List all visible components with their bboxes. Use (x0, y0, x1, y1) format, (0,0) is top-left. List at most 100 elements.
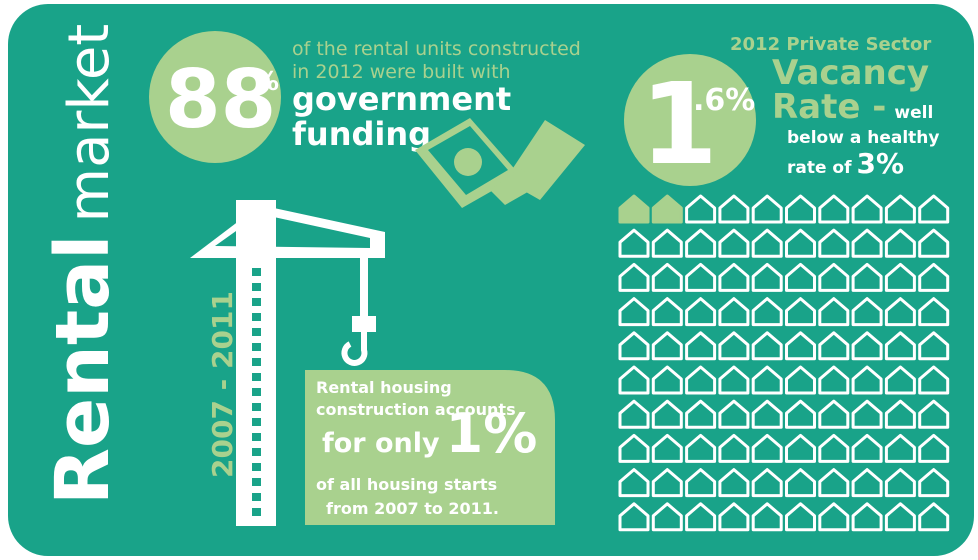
house-icon (685, 331, 717, 361)
house-icon (751, 399, 783, 429)
ladder-step (252, 283, 261, 291)
house-icon (751, 228, 783, 258)
house-icon (785, 468, 816, 498)
house-icon (918, 228, 950, 258)
period-label: 2007 - 2011 (206, 291, 239, 478)
house-icon (918, 502, 950, 532)
box-line: Rental housing (316, 378, 452, 397)
house-icon (851, 228, 883, 258)
ladder-step (252, 508, 261, 516)
house-icon (618, 365, 650, 395)
house-icon (651, 262, 683, 292)
house-icon (685, 297, 717, 327)
house-icon (751, 194, 783, 224)
house-icon (718, 365, 750, 395)
house-icon (918, 297, 950, 327)
box-share: 1% (446, 402, 538, 465)
house-icon (884, 433, 916, 463)
money-icon (415, 118, 585, 208)
house-icon (651, 399, 683, 429)
funding-emphasis: government (292, 80, 511, 118)
house-icon (751, 331, 783, 361)
vacancy-note: rate of (787, 158, 852, 178)
house-icon (884, 262, 916, 292)
house-icon (818, 399, 850, 429)
house-icon (618, 433, 650, 463)
house-icon (884, 399, 916, 429)
ladder-step (252, 313, 261, 321)
house-icon (685, 365, 717, 395)
box-line: construction accounts (316, 400, 516, 419)
ladder-step (252, 403, 261, 411)
stat-decimal: .6% (693, 83, 755, 118)
house-icon (718, 468, 750, 498)
house-icon (918, 399, 950, 429)
house-icon (718, 194, 750, 224)
house-icon (851, 433, 883, 463)
ladder-step (252, 388, 261, 396)
house-icon (618, 399, 650, 429)
house-icon (751, 502, 783, 532)
house-icon (618, 502, 650, 532)
stat-number: 88 (165, 53, 276, 146)
house-icon (651, 194, 683, 224)
house-icon (851, 194, 883, 224)
house-icon (751, 468, 783, 498)
side-title-light: market (57, 24, 122, 223)
house-icon (718, 297, 750, 327)
ladder-step (252, 268, 261, 276)
house-icon (651, 365, 683, 395)
house-icon (918, 433, 950, 463)
house-icon (685, 194, 717, 224)
house-icon (651, 297, 683, 327)
ladder-step (252, 463, 261, 471)
house-icon (785, 433, 816, 463)
house-icon (685, 468, 717, 498)
house-icon (718, 331, 750, 361)
house-icon (785, 502, 816, 532)
vacancy-note-row: rate of 3% (787, 147, 904, 180)
house-icon (851, 262, 883, 292)
house-icon (818, 502, 850, 532)
house-icon (818, 433, 850, 463)
house-icon (785, 331, 816, 361)
stat-number: 1 (640, 60, 718, 190)
house-icon (884, 194, 916, 224)
box-line: of all housing starts (316, 475, 497, 494)
house-icon (818, 262, 850, 292)
house-icon (685, 502, 717, 532)
house-icon (785, 365, 816, 395)
ladder-step (252, 373, 261, 381)
house-icon (884, 297, 916, 327)
house-icon (884, 331, 916, 361)
house-icon (785, 194, 816, 224)
house-icon (785, 399, 816, 429)
house-icon (685, 228, 717, 258)
house-icon (618, 228, 650, 258)
house-icon (884, 502, 916, 532)
vacancy-note: well (894, 103, 933, 123)
side-title: Rental market (40, 24, 126, 505)
house-icon (818, 297, 850, 327)
house-icon (818, 331, 850, 361)
ladder-step (252, 298, 261, 306)
house-icon (618, 297, 650, 327)
ladder-step (252, 358, 261, 366)
ladder-step (252, 328, 261, 336)
house-icon (651, 331, 683, 361)
stat-unit: % (253, 67, 279, 97)
ladder-step (252, 448, 261, 456)
side-title-bold: Rental (40, 234, 126, 505)
house-icon (918, 331, 950, 361)
house-icon (718, 228, 750, 258)
house-icon (718, 262, 750, 292)
house-icon (751, 365, 783, 395)
house-icon (618, 331, 650, 361)
ladder-step (252, 433, 261, 441)
vacancy-note: below a healthy (787, 128, 939, 148)
house-icon (751, 297, 783, 327)
house-icon (751, 433, 783, 463)
vacancy-title: Rate - (772, 87, 886, 127)
house-icon (685, 399, 717, 429)
